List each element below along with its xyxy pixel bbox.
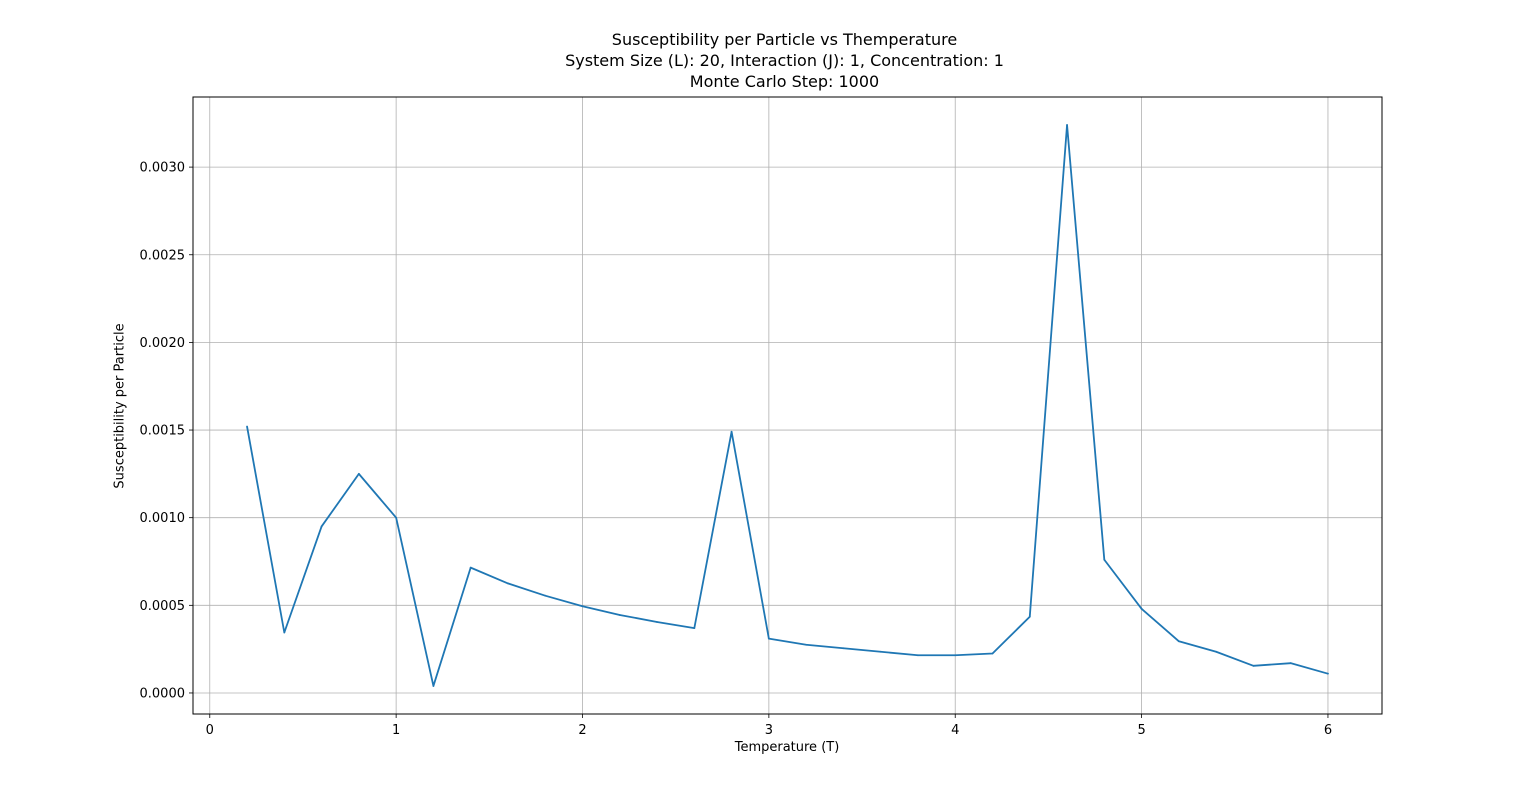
x-tick-label: 5 xyxy=(1137,723,1145,738)
data-point xyxy=(581,605,584,608)
y-tick-label: 0.0015 xyxy=(140,424,186,439)
y-axis-label: Susceptibility per Particle xyxy=(112,323,128,489)
data-point xyxy=(507,582,509,585)
chart-title-line-2: System Size (L): 20, Interaction (J): 1,… xyxy=(565,51,1004,70)
data-point xyxy=(357,472,360,475)
data-point xyxy=(1028,615,1031,618)
y-tick-label: 0.0005 xyxy=(140,599,186,614)
x-tick-label: 0 xyxy=(206,723,214,738)
x-tick-label: 3 xyxy=(765,723,773,738)
data-point xyxy=(544,594,547,597)
data-point xyxy=(805,643,808,646)
data-point xyxy=(320,525,323,528)
chart-title-line-3: Monte Carlo Step: 1000 xyxy=(689,72,880,91)
axis-ticks: 0 1 2 3 4 5 6 0.0000 0.0005 0.0010 0.0015 0.0020 0.0… xyxy=(140,161,1333,738)
y-tick-label: 0.0000 xyxy=(140,686,186,701)
data-point xyxy=(954,654,957,657)
data-point xyxy=(246,425,248,428)
x-tick-label: 4 xyxy=(951,723,959,738)
data-point xyxy=(693,627,696,630)
x-tick-label: 2 xyxy=(578,723,586,738)
x-tick-label: 6 xyxy=(1324,723,1332,738)
data-point xyxy=(1140,607,1143,610)
data-point xyxy=(395,516,398,519)
data-point xyxy=(917,654,919,657)
data-point xyxy=(1177,640,1180,643)
data-point xyxy=(730,430,733,433)
data-point xyxy=(618,614,621,616)
x-tick-label: 1 xyxy=(392,723,400,738)
data-point xyxy=(1066,124,1068,126)
data-point xyxy=(432,685,435,687)
data-point xyxy=(991,652,994,655)
y-tick-label: 0.0025 xyxy=(140,248,186,263)
data-point xyxy=(842,647,845,650)
chart-title-line-1: Susceptibility per Particle vs Themperat… xyxy=(611,30,958,49)
series-line xyxy=(246,124,1329,687)
series-layer xyxy=(246,124,1329,687)
data-point xyxy=(767,637,770,640)
grid-lines xyxy=(193,97,1382,714)
y-tick-label: 0.0030 xyxy=(140,161,186,176)
data-point xyxy=(1327,672,1329,675)
plot-area-frame xyxy=(192,96,1383,715)
data-point xyxy=(879,650,882,653)
y-tick-label: 0.0010 xyxy=(140,511,186,526)
x-axis-label: Temperature (T) xyxy=(734,740,840,755)
data-point xyxy=(469,566,472,569)
data-point xyxy=(1289,662,1292,665)
data-point xyxy=(283,631,286,634)
data-point xyxy=(1252,664,1255,667)
y-tick-label: 0.0020 xyxy=(140,336,186,351)
data-point xyxy=(1215,650,1218,653)
data-point xyxy=(1103,558,1106,561)
data-point xyxy=(656,621,658,623)
